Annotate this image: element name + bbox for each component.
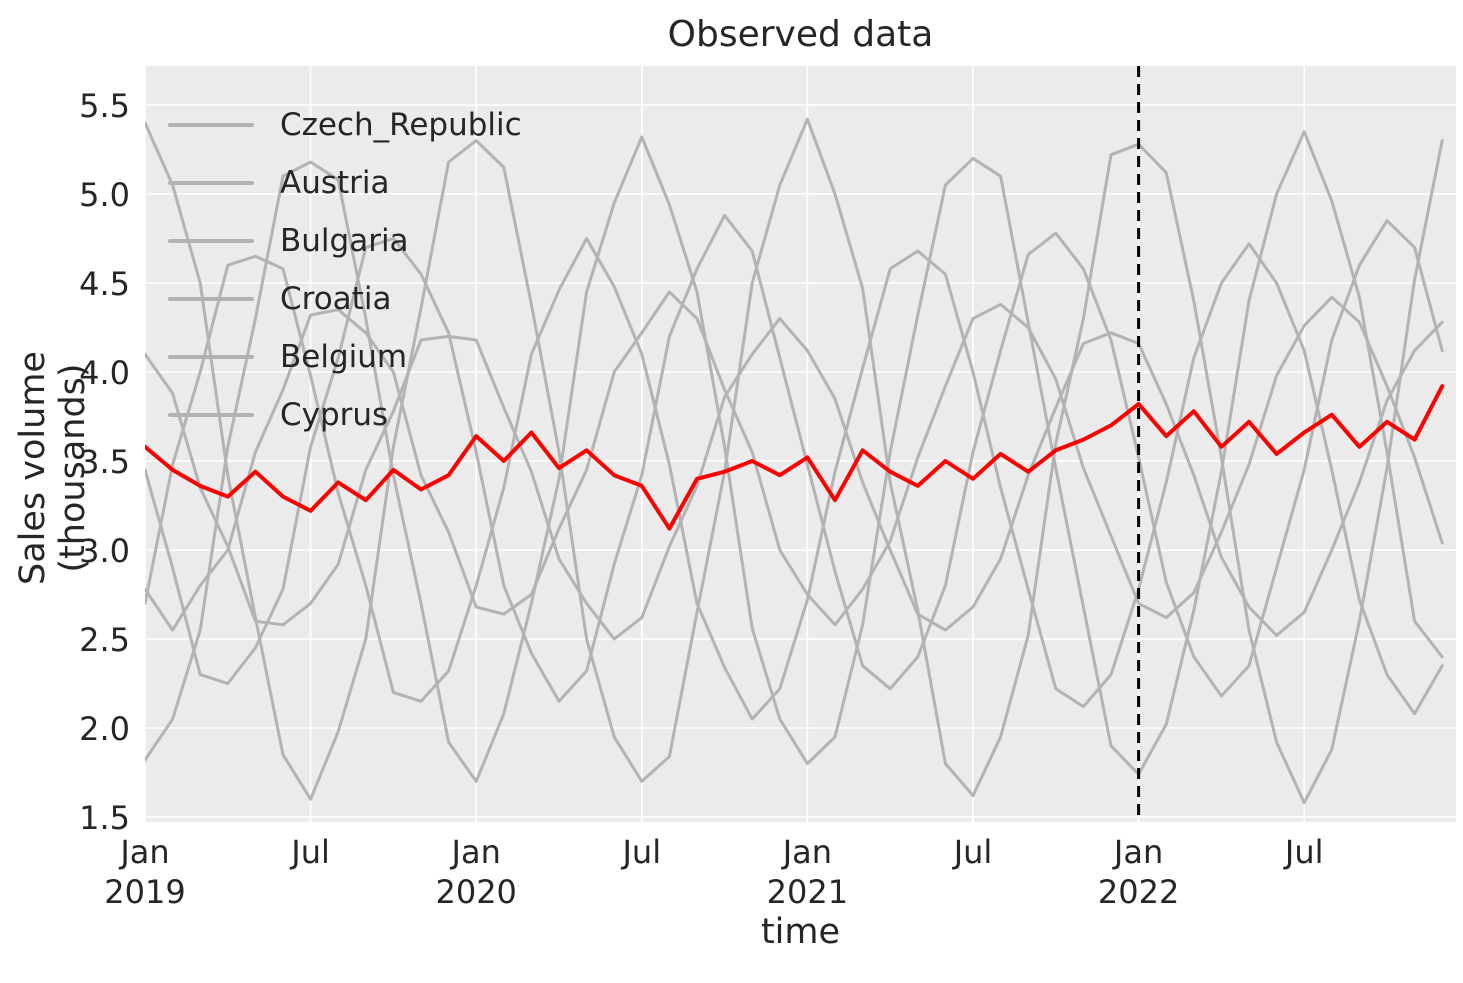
x-tick-month: Jan [451, 833, 501, 871]
x-tick-label: Jan 2020 [396, 832, 556, 912]
legend-label: Bulgaria [280, 223, 409, 259]
y-tick-label: 3.5 [79, 443, 130, 481]
y-tick-label: 5.0 [79, 176, 130, 214]
legend-label: Czech_Republic [280, 107, 522, 143]
x-tick-label: Jul [562, 832, 722, 872]
y-tick-label: 3.0 [79, 532, 130, 570]
x-tick-month: Jul [291, 833, 330, 871]
series-line-croatia [145, 237, 1444, 721]
legend-item-bulgaria: Bulgaria [168, 212, 522, 270]
x-tick-year: 2022 [1097, 873, 1180, 911]
series-line-belgium [145, 290, 1444, 632]
x-tick-label: Jul [893, 832, 1053, 872]
legend-label: Cyprus [280, 397, 389, 433]
legend-line-sample [168, 239, 254, 243]
y-tick-label: 4.5 [79, 265, 130, 303]
legend-item-cyprus: Cyprus [168, 386, 522, 444]
plot-area [145, 66, 1456, 822]
legend-line-sample [168, 297, 254, 301]
legend-label: Belgium [280, 339, 408, 375]
x-tick-year: 2020 [435, 873, 517, 911]
legend-line-sample [168, 123, 254, 127]
y-tick-label: 5.5 [79, 87, 130, 125]
legend-item-austria: Austria [168, 154, 522, 212]
series-line-czech_republic [145, 117, 1444, 805]
legend-item-belgium: Belgium [168, 328, 522, 386]
chart-title: Observed data [667, 14, 934, 55]
legend-label: Croatia [280, 281, 392, 317]
legend-line-sample [168, 413, 254, 417]
legend-line-sample [168, 181, 254, 185]
x-tick-year: 2019 [104, 873, 186, 911]
legend-line-sample [168, 355, 254, 359]
chart-canvas [145, 66, 1456, 822]
series-line-cyprus [145, 317, 1444, 641]
x-tick-label: Jan 2022 [1059, 832, 1219, 912]
legend: Czech_Republic Austria Bulgaria Croatia Belg… [168, 96, 522, 444]
y-tick-label: 1.5 [79, 799, 130, 837]
series-line-red_highlight [145, 384, 1445, 531]
x-tick-label: Jan 2021 [727, 832, 887, 912]
legend-item-croatia: Croatia [168, 270, 522, 328]
series-line-bulgaria [145, 213, 1444, 703]
x-tick-month: Jan [782, 833, 833, 871]
x-tick-label: Jan 2019 [65, 832, 225, 912]
legend-item-czech_republic: Czech_Republic [168, 96, 522, 154]
x-tick-month: Jul [622, 833, 662, 871]
x-tick-month: Jul [1284, 833, 1324, 871]
legend-label: Austria [280, 165, 390, 201]
x-axis-label: time [760, 912, 841, 952]
y-tick-label: 2.5 [79, 621, 130, 659]
x-tick-month: Jan [1113, 833, 1164, 871]
y-tick-label: 4.0 [79, 354, 130, 392]
x-tick-label: Jul [231, 832, 391, 872]
x-tick-month: Jan [120, 833, 170, 871]
x-tick-year: 2021 [766, 873, 849, 911]
x-tick-label: Jul [1224, 832, 1384, 872]
y-tick-label: 2.0 [79, 710, 130, 748]
x-tick-month: Jul [953, 833, 993, 871]
